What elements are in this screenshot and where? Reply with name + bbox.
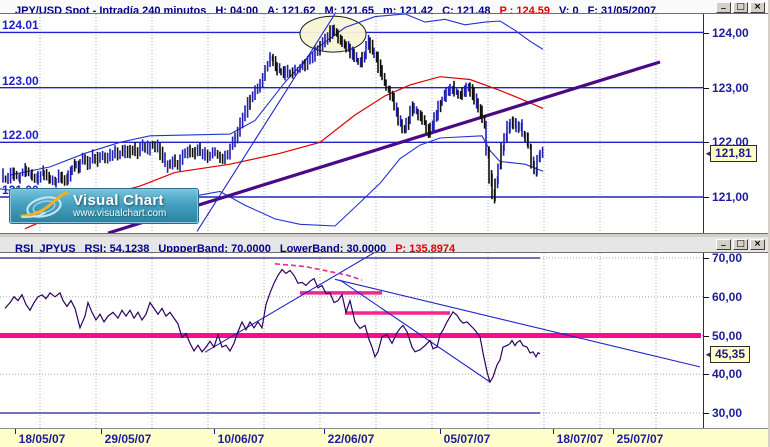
rsi-chart-svg	[0, 253, 703, 428]
rsi-axis-label: 40,00	[712, 367, 743, 382]
rsi-window-buttons: _ □ ×	[716, 238, 765, 250]
upper-bollinger-band	[9, 14, 544, 176]
price-axis-label: 121,00	[712, 190, 749, 204]
rsi-blue-trendlines[interactable]	[204, 253, 701, 383]
price-line-label-122.00: 122.00	[2, 128, 39, 143]
rsi-title-segment-0: RSI_JPYUS	[15, 243, 76, 253]
rsi-axis-tick	[704, 413, 709, 414]
date-label: 25/07/07	[616, 432, 664, 446]
rsi-title-segment-2: UppperBand: 70,0000	[158, 243, 271, 253]
visual-chart-logo-icon	[20, 191, 69, 218]
rsi-chart-plot[interactable]	[0, 253, 704, 428]
price-window-close-button[interactable]: ×	[750, 2, 765, 13]
price-line-label-124.01: 124.01	[2, 18, 39, 33]
price-axis-tick	[704, 87, 709, 89]
date-axis[interactable]: 18/05/07 29/05/07 10/06/07 22/06/07 05/07/07…	[0, 428, 770, 447]
price-title-segment-4: m: 121,42	[382, 5, 434, 14]
visual-chart-logo: Visual Chart www.visualchart.com	[10, 189, 198, 223]
rsi-title-segment-3: LowerBand: 30,0000	[279, 243, 387, 253]
rsi-gridlines	[0, 253, 703, 428]
rsi-window-title: RSI_JPYUS RSI: 54,1238 UppperBand: 70,0000…	[15, 239, 464, 253]
price-line-label-123.00: 123.00	[2, 73, 39, 88]
price-window-minimize-button[interactable]: _	[716, 1, 731, 13]
rsi-axis-tick	[704, 335, 709, 337]
price-window-maximize-button[interactable]: □	[733, 2, 748, 13]
logo-url: www.visualchart.com	[73, 208, 167, 219]
price-title-segment-3: M: 121,65	[324, 5, 374, 14]
date-tick	[15, 429, 16, 434]
price-title-segment-1: H: 04:00	[215, 5, 259, 14]
date-tick	[324, 429, 325, 434]
price-title-segment-0: JPY/USD Spot - Intradía 240 minutos	[15, 5, 207, 14]
date-label: 29/05/07	[104, 432, 152, 446]
price-window-title: JPY/USD Spot - Intradía 240 minutos H: 04…	[15, 1, 665, 14]
date-label: 18/07/07	[556, 432, 604, 446]
rsi-axis-label: 70,00	[712, 251, 743, 265]
price-axis-label: 124,00	[712, 26, 749, 40]
purple-trendline[interactable]	[107, 60, 661, 233]
price-window-titlebar: JPY/USD Spot - Intradía 240 minutos H: 04…	[0, 0, 770, 14]
rsi-axis-label: 30,00	[712, 406, 743, 420]
date-tick	[214, 429, 215, 434]
price-title-segment-5: C: 121,48	[442, 5, 491, 14]
rsi-window-titlebar: RSI_JPYUS RSI: 54,1238 UppperBand: 70,0000…	[0, 237, 770, 253]
rsi-axis-label: 60,00	[712, 289, 743, 304]
rsi-window-maximize-button[interactable]: □	[733, 239, 748, 250]
rsi-last-value-arrow: ◄	[704, 349, 712, 359]
last-price-tag: 121,81	[710, 144, 757, 162]
logo-title: Visual Chart	[73, 192, 164, 209]
price-chart-svg	[0, 14, 703, 233]
magenta-support-lines[interactable]	[0, 291, 701, 338]
price-axis-tick	[704, 33, 709, 34]
price-title-segment-8: F: 31/05/2007	[587, 5, 657, 14]
date-tick	[553, 429, 554, 434]
candlestick-series	[2, 24, 544, 204]
price-title-segment-7: V: 0	[559, 5, 579, 14]
rsi-line	[4, 268, 541, 384]
rsi-last-value-tag: 45,35	[710, 345, 751, 363]
price-axis-tick	[704, 197, 709, 198]
rsi-y-axis[interactable]: 70,00 60,00 50,00 40,00 30,00 ◄ 45,35	[704, 251, 768, 428]
last-price-arrow: ◄	[704, 148, 712, 158]
rsi-window-minimize-button[interactable]: _	[716, 238, 731, 250]
date-tick	[101, 429, 102, 434]
rsi-axis-tick	[704, 258, 709, 259]
blue-trendline[interactable]	[196, 14, 336, 232]
rsi-window-close-button[interactable]: ×	[750, 239, 765, 250]
price-title-segment-2: A: 121,62	[267, 5, 316, 14]
rsi-title-segment-1: RSI: 54,1238	[84, 243, 150, 253]
rsi-axis-tick	[704, 374, 709, 376]
date-tick	[440, 429, 441, 434]
price-title-segment-6: P : 124,59	[499, 5, 550, 14]
dashed-magenta-curve[interactable]	[274, 263, 363, 281]
window-separator	[0, 233, 770, 237]
date-tick	[613, 429, 614, 434]
price-window-buttons: _ □ ×	[716, 1, 765, 13]
price-axis-label: 123,00	[712, 80, 749, 95]
date-label: 18/05/07	[18, 432, 66, 446]
date-label: 05/07/07	[443, 432, 491, 446]
rsi-axis-label: 50,00	[712, 328, 743, 343]
price-axis-tick	[704, 142, 709, 144]
rsi-title-segment-4: P: 135,8974	[395, 243, 456, 253]
date-label: 10/06/07	[217, 432, 265, 446]
window-frame-edge	[768, 0, 770, 447]
price-horizontal-lines	[0, 31, 703, 198]
date-label: 22/06/07	[327, 432, 375, 446]
rsi-axis-tick	[704, 296, 709, 298]
price-y-axis[interactable]: 124,00 123,00 122,00 121,00 ◄ 121,81	[704, 14, 768, 233]
